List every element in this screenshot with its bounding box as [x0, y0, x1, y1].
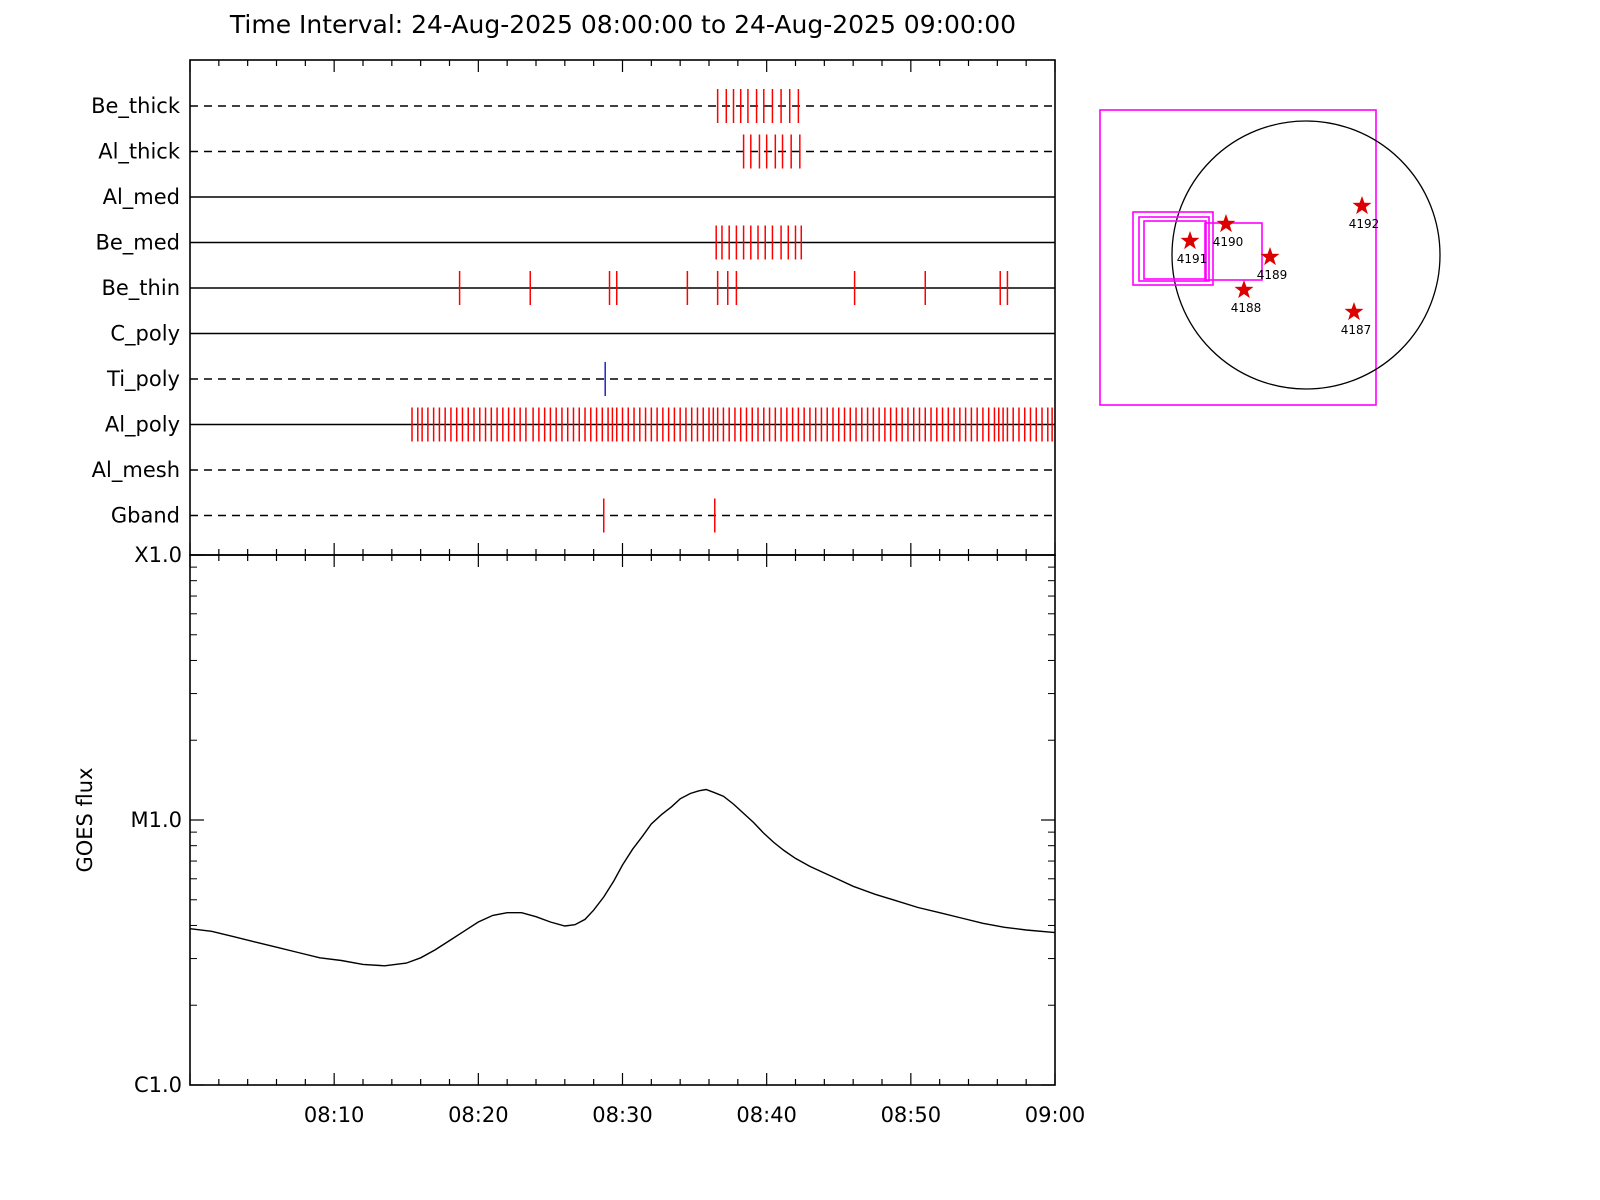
fov-box	[1143, 220, 1207, 280]
fov-box	[1204, 222, 1263, 281]
goes-flux-curve	[189, 788, 1056, 967]
timeline-panel: Be_thick Al_thick Al_med Be_med Be_thin C_pol…	[91, 59, 1056, 556]
active-region-label: 4191	[1177, 252, 1208, 266]
y-tick-label: X1.0	[134, 543, 182, 567]
active-region-star	[1344, 302, 1364, 321]
active-region-star	[1216, 214, 1236, 233]
row-label-Al_poly: Al_poly	[105, 413, 180, 438]
timeline-row-C_poly: C_poly	[110, 322, 1055, 347]
x-tick-label: 08:10	[304, 1103, 365, 1127]
row-label-Al_thick: Al_thick	[98, 140, 181, 165]
sun-map: 4191 4190 4189 4188 4192 4187	[1099, 109, 1441, 406]
x-tick-label: 08:40	[736, 1103, 797, 1127]
plot-title: Time Interval: 24-Aug-2025 08:00:00 to 2…	[229, 10, 1017, 39]
timeline-row-Al_mesh: Al_mesh	[92, 458, 1055, 483]
row-label-Al_mesh: Al_mesh	[92, 458, 180, 483]
fov-box	[1132, 211, 1214, 286]
y-tick-label: C1.0	[134, 1073, 182, 1097]
timeline-row-Ti_poly: Ti_poly	[106, 362, 1055, 396]
timeline-row-Al_poly: Al_poly	[105, 407, 1055, 442]
row-label-Ti_poly: Ti_poly	[106, 367, 180, 392]
pointing-outline-box	[1099, 109, 1377, 406]
goes-ylabel: GOES flux	[73, 767, 97, 872]
fov-box	[1138, 216, 1210, 282]
timeline-row-Be_thin: Be_thin	[101, 271, 1055, 305]
active-region-label: 4192	[1349, 217, 1380, 231]
timeline-row-Al_thick: Al_thick	[98, 134, 1055, 169]
row-label-C_poly: C_poly	[110, 322, 180, 347]
active-region-label: 4189	[1257, 268, 1288, 282]
row-label-Be_thin: Be_thin	[101, 276, 180, 301]
timeline-row-Gband: Gband	[111, 498, 1055, 533]
goes-panel: 08:10 08:20 08:30 08:40 08:50 09:00 X1.0 M1.0 C1…	[73, 543, 1085, 1127]
active-region-label: 4188	[1231, 301, 1262, 315]
y-tick-label: M1.0	[130, 808, 182, 832]
row-label-Al_med: Al_med	[103, 185, 180, 210]
row-label-Gband: Gband	[111, 504, 180, 528]
timeline-row-Al_med: Al_med	[103, 185, 1055, 210]
x-tick-label: 08:20	[448, 1103, 509, 1127]
active-region-star	[1260, 247, 1280, 266]
x-tick-label: 08:50	[881, 1103, 942, 1127]
x-tick-label: 08:30	[592, 1103, 653, 1127]
active-region-star	[1180, 231, 1200, 250]
row-label-Be_thick: Be_thick	[91, 94, 181, 119]
x-tick-label: 09:00	[1025, 1103, 1086, 1127]
row-label-Be_med: Be_med	[95, 231, 180, 256]
active-region-star	[1352, 196, 1372, 215]
active-region-label: 4187	[1341, 323, 1372, 337]
timeline-row-Be_med: Be_med	[95, 225, 1055, 260]
active-region-star	[1234, 280, 1254, 299]
timeline-row-Be_thick: Be_thick	[91, 89, 1055, 123]
active-region-label: 4190	[1213, 235, 1244, 249]
solar-disk	[1171, 120, 1441, 390]
